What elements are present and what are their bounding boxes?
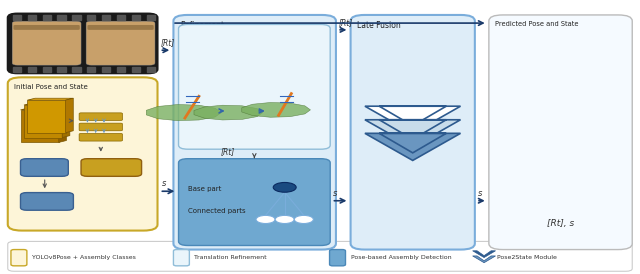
Text: s
lookup: s lookup [36,195,59,208]
Text: [Rt]: [Rt] [221,147,236,156]
Text: [Rt]: [Rt] [339,18,353,27]
Text: Translation Refinement: Translation Refinement [195,255,267,260]
Bar [43,67,51,72]
Text: Connected parts: Connected parts [188,208,246,214]
Text: Late Fusion: Late Fusion [357,21,401,30]
Polygon shape [28,100,66,133]
FancyBboxPatch shape [8,77,157,231]
Polygon shape [20,108,67,110]
FancyBboxPatch shape [179,159,330,246]
FancyBboxPatch shape [13,25,80,30]
FancyBboxPatch shape [179,24,330,149]
Bar [58,15,66,19]
Circle shape [273,182,296,192]
FancyBboxPatch shape [79,133,122,141]
Text: Pose2State Module: Pose2State Module [497,255,557,260]
Text: s: s [42,163,47,173]
Polygon shape [24,105,62,138]
Polygon shape [472,251,495,258]
FancyBboxPatch shape [173,250,189,266]
Text: Predicted Pose and State: Predicted Pose and State [495,21,579,27]
Text: s: s [162,179,166,188]
FancyBboxPatch shape [8,14,157,73]
Bar [102,67,110,72]
FancyBboxPatch shape [489,15,632,250]
Bar [58,67,66,72]
Bar [132,15,140,19]
Bar [28,67,36,72]
Bar [117,15,125,19]
FancyBboxPatch shape [79,113,122,121]
Polygon shape [365,106,461,133]
Bar [117,67,125,72]
Bar [132,67,140,72]
Bar [102,15,110,19]
Polygon shape [365,133,461,161]
Polygon shape [20,110,59,142]
Bar [72,15,81,19]
Polygon shape [24,103,70,105]
Polygon shape [59,108,67,142]
Bar [13,67,21,72]
FancyBboxPatch shape [79,123,122,131]
Bar [87,67,95,72]
FancyBboxPatch shape [330,250,346,266]
Bar [13,15,21,19]
Bar [147,15,155,19]
Bar [43,15,51,19]
FancyBboxPatch shape [20,193,74,210]
Circle shape [294,215,314,224]
Polygon shape [365,120,461,147]
Text: s: s [478,189,483,198]
Text: Base part: Base part [188,186,221,192]
Polygon shape [28,98,73,100]
Text: Pose-based Assembly Detection: Pose-based Assembly Detection [351,255,451,260]
Text: Refinement: Refinement [180,21,224,30]
Bar [72,67,81,72]
Circle shape [275,215,294,224]
FancyBboxPatch shape [12,21,81,65]
Bar [147,67,155,72]
FancyBboxPatch shape [20,159,68,176]
FancyBboxPatch shape [86,21,155,65]
Polygon shape [194,105,262,120]
Text: Initial Pose and State: Initial Pose and State [14,84,88,90]
FancyBboxPatch shape [351,15,475,250]
FancyBboxPatch shape [11,250,27,266]
Text: [Rt]: [Rt] [161,38,175,47]
Text: YOLOv8Pose + Assembly Classes: YOLOv8Pose + Assembly Classes [32,255,136,260]
Text: s: s [333,189,338,198]
Polygon shape [147,105,221,121]
Text: [Rt], s: [Rt], s [547,219,574,228]
Polygon shape [242,102,310,117]
Circle shape [256,215,275,224]
Polygon shape [62,103,70,138]
Text: [Rt]: [Rt] [103,163,119,172]
FancyBboxPatch shape [173,15,336,250]
Polygon shape [66,98,73,133]
FancyBboxPatch shape [81,159,141,176]
FancyBboxPatch shape [88,25,154,30]
Polygon shape [472,256,495,263]
FancyBboxPatch shape [8,241,632,271]
Bar [87,15,95,19]
Bar [28,15,36,19]
